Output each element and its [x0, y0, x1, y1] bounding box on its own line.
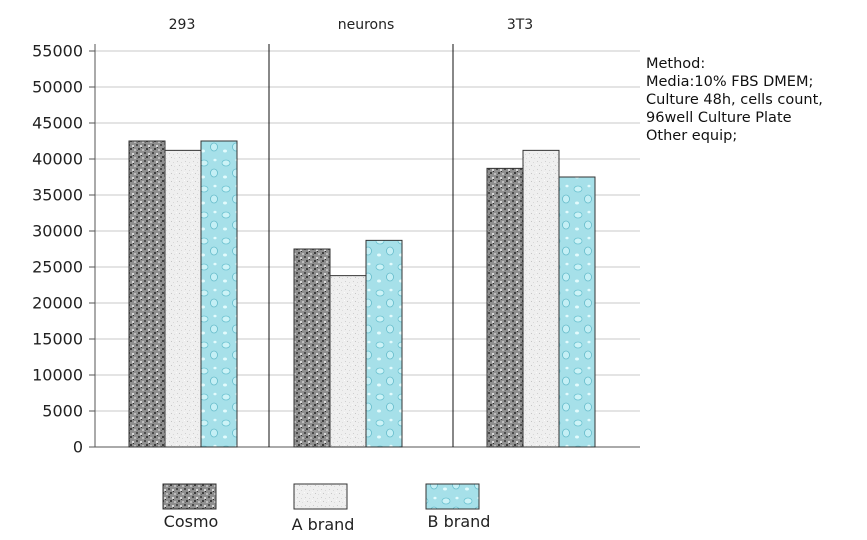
- legend-swatch: [162, 483, 217, 510]
- y-tick-label: 0: [73, 438, 83, 457]
- y-tick-label: 10000: [32, 366, 83, 385]
- y-tick-label: 40000: [32, 150, 83, 169]
- bar: [558, 176, 596, 448]
- bar: [128, 140, 166, 448]
- y-tick-label: 5000: [42, 402, 83, 421]
- method-note: Method: Media:10% FBS DMEM; Culture 48h,…: [646, 55, 823, 145]
- category-label: 3T3: [507, 17, 533, 33]
- method-line: Other equip;: [646, 128, 738, 144]
- legend-swatch: [293, 483, 348, 510]
- category-label: neurons: [338, 17, 395, 33]
- legend-label: B brand: [428, 512, 491, 531]
- y-tick-label: 25000: [32, 258, 83, 277]
- category-labels: 293 neurons 3T3: [169, 17, 534, 33]
- bar: [293, 248, 331, 448]
- legend-swatch: [425, 483, 480, 510]
- y-tick-label: 45000: [32, 114, 83, 133]
- bar: [365, 239, 403, 448]
- bar: [200, 140, 238, 448]
- category-label: 293: [169, 17, 196, 33]
- method-line: Media:10% FBS DMEM;: [646, 74, 814, 90]
- y-tick-label: 30000: [32, 222, 83, 241]
- y-tick-labels: 0 5000 10000 15000 20000 25000 30000 35000 40000…: [32, 42, 83, 457]
- legend-label: A brand: [292, 515, 355, 534]
- y-tick-label: 55000: [32, 42, 83, 61]
- legend: Cosmo A brand B brand: [162, 483, 491, 534]
- bar: [522, 149, 560, 448]
- method-line: Culture 48h, cells count,: [646, 92, 823, 108]
- bar: [164, 149, 202, 448]
- legend-label: Cosmo: [164, 512, 219, 531]
- bar: [329, 275, 367, 448]
- y-tick-label: 50000: [32, 78, 83, 97]
- y-tick-label: 35000: [32, 186, 83, 205]
- bars: [128, 140, 596, 448]
- method-line: 96well Culture Plate: [646, 110, 792, 126]
- y-tick-label: 15000: [32, 330, 83, 349]
- bar: [486, 167, 524, 448]
- method-line: Method:: [646, 56, 706, 72]
- y-tick-label: 20000: [32, 294, 83, 313]
